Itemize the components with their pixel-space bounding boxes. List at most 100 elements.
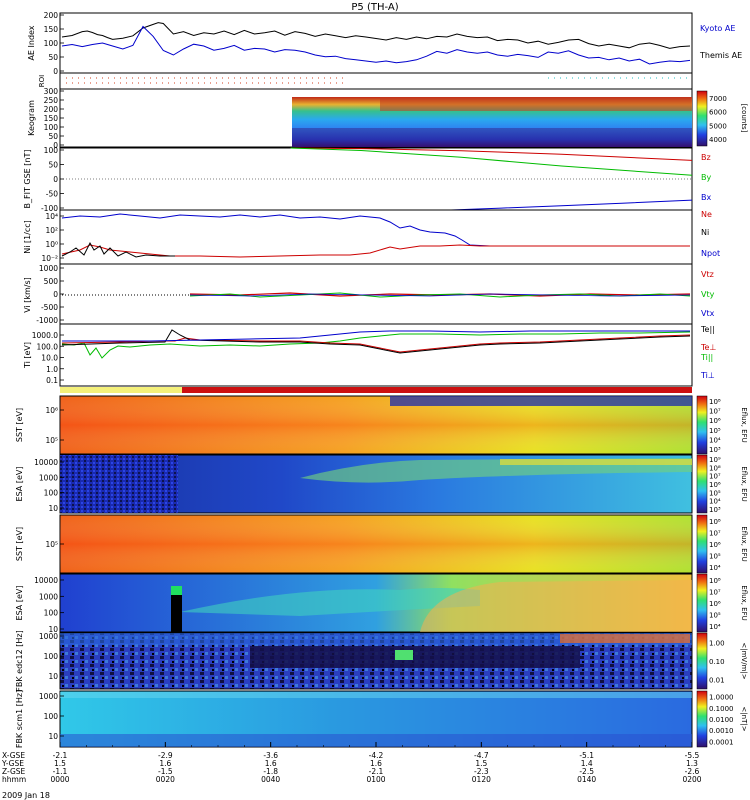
temperature-ylabel: Ti [eV] xyxy=(23,342,32,369)
esa-e-ylabel: ESA [eV] xyxy=(15,467,24,502)
x-row-value: -5.1 xyxy=(579,751,594,760)
colorbar-tick-label: 10⁴ xyxy=(709,564,721,572)
x-row-value: 0020 xyxy=(156,775,175,784)
colorbar-tick-label: 10⁶ xyxy=(709,417,721,425)
y-tick-label: 10⁻² xyxy=(41,254,58,263)
legend-npot: Npot xyxy=(701,249,720,258)
temp-te-perp-line xyxy=(61,334,691,353)
esa-i-yticks: 10000 1000 100 10 xyxy=(34,576,64,634)
colorbar-tick-label: 10³ xyxy=(709,446,721,454)
bfit-ylabel: B_FIT GSE [nT] xyxy=(23,150,32,209)
y-tick-label: 10 xyxy=(48,672,58,681)
legend-ti-para: Ti|| xyxy=(700,353,713,362)
sst-e-colorbar-label: Eflux, EFU xyxy=(740,407,748,442)
y-tick-label: 50 xyxy=(48,53,58,62)
legend-bx: Bx xyxy=(701,193,711,202)
sst-i-colorbar-ticks: 10⁸ 10⁷ 10⁶ 10⁵ 10⁴ xyxy=(709,518,721,572)
colorbar-tick-label: 10⁸ xyxy=(709,398,721,406)
sst-e-noise-top xyxy=(390,396,692,406)
y-tick-label: 10⁶ xyxy=(45,406,58,415)
y-tick-label: 0 xyxy=(53,67,58,76)
ae-series-kyoto-ae xyxy=(61,22,691,49)
ae-series-group xyxy=(61,22,691,65)
x-row-value: -5.5 xyxy=(685,751,700,760)
esa-i-ylabel: ESA [eV] xyxy=(15,586,24,621)
y-tick-label: 10 xyxy=(48,732,58,741)
panel-ae-index: 200 150 100 50 0 AE Index Kyoto AE Themis AE xyxy=(27,11,742,76)
esa-e-colorbar xyxy=(696,454,708,514)
fbk-b-light-band xyxy=(60,692,692,698)
y-tick-label: 100.0 xyxy=(37,342,59,351)
y-tick-label: 50 xyxy=(48,132,58,141)
temp-ti-para-line xyxy=(61,331,691,359)
date-label: 2009 Jan 18 xyxy=(2,791,50,800)
colorbar-tick-label: 10⁴ xyxy=(709,437,721,445)
panel-sst-ions: 10⁵ SST [eV] 10⁸ 10⁷ 10⁶ 10⁵ 10⁴ Eflux, EFU xyxy=(15,514,748,574)
y-tick-label: 100 xyxy=(44,146,59,155)
esa-i-green-patch xyxy=(171,586,182,595)
mode-bar-slow xyxy=(182,387,692,393)
colorbar-tick-label: 10⁴ xyxy=(709,498,721,506)
temperature-yticks: 1000.0 100.0 10.0 1.0 0.1 xyxy=(32,331,64,385)
x-row-value: 1.5 xyxy=(54,759,66,768)
ae-series-themis-ae xyxy=(61,25,691,65)
panel-density: 10⁴ 10² 10⁰ 10⁻² Ni [1/cc] Ne Ni Npot xyxy=(23,209,720,265)
legend-vty: Vty xyxy=(701,290,715,299)
x-row-label: Y-GSE xyxy=(1,759,24,768)
panel-roi: ROI xyxy=(38,72,693,90)
y-tick-label: 200 xyxy=(44,105,59,114)
sst-i-ylabel: SST [eV] xyxy=(15,527,24,561)
y-tick-label: 250 xyxy=(44,96,59,105)
x-row-value: -2.9 xyxy=(158,751,173,760)
y-tick-label: 10.0 xyxy=(41,354,58,363)
bfit-series-bx xyxy=(451,199,693,211)
roi-ylabel: ROI xyxy=(38,75,46,87)
legend-ni: Ni xyxy=(701,228,709,237)
bfit-series-bz xyxy=(290,147,693,161)
panel-velocity: 1000 500 0 -500 -1000 Vi [km/s] Vtz Vty Vtx xyxy=(23,263,715,325)
y-tick-label: 100 xyxy=(44,652,59,661)
x-row-label: Z-GSE xyxy=(2,767,26,776)
panel-frame xyxy=(59,72,693,90)
x-row-value: 1.6 xyxy=(265,759,277,768)
x-row-value: 0120 xyxy=(472,775,491,784)
bfit-series-group xyxy=(290,147,693,211)
y-tick-label: 100 xyxy=(44,489,59,498)
legend-vtz: Vtz xyxy=(701,270,714,279)
bfit-series-by xyxy=(290,147,693,176)
mode-bar xyxy=(60,387,692,393)
fbk-b-ylabel: FBK scm1 [Hz] xyxy=(15,690,24,748)
colorbar-tick-label: 5000 xyxy=(709,122,727,130)
x-row-value: 1.6 xyxy=(159,759,171,768)
y-tick-label: -50 xyxy=(46,190,58,199)
x-row-label: hhmm xyxy=(2,775,26,784)
legend-te-para: Te|| xyxy=(700,325,715,334)
y-tick-label: 50 xyxy=(48,161,58,170)
sst-i-colorbar-label: Eflux, EFU xyxy=(740,526,748,561)
colorbar-tick-label: 10⁷ xyxy=(709,473,721,481)
x-row-value: 0140 xyxy=(577,775,596,784)
y-tick-label: 10 xyxy=(48,625,58,634)
sst-e-ylabel: SST [eV] xyxy=(15,408,24,442)
density-npot-line xyxy=(61,241,175,258)
y-tick-label: 10⁴ xyxy=(45,212,58,221)
x-row-value: -2.6 xyxy=(685,767,700,776)
legend-bz: Bz xyxy=(701,153,711,162)
density-ylabel: Ni [1/cc] xyxy=(23,220,32,254)
y-tick-label: 100 xyxy=(44,123,59,132)
keogram-colorbar-ticks: 7000 6000 5000 4000 xyxy=(709,95,727,144)
y-tick-label: -1000 xyxy=(36,316,58,325)
esa-e-colorbar-label: Eflux, EFU xyxy=(740,466,748,501)
keogram-colorbar-label: [counts] xyxy=(740,104,748,133)
esa-e-noise xyxy=(60,455,178,513)
x-row-value: 1.4 xyxy=(581,759,593,768)
esa-i-green-arc xyxy=(180,588,480,616)
legend-by: By xyxy=(701,173,711,182)
x-row-value: 0200 xyxy=(682,775,701,784)
colorbar-tick-label: 0.0010 xyxy=(709,727,734,735)
colorbar-tick-label: 1.00 xyxy=(709,639,725,647)
x-row-label: X-GSE xyxy=(2,751,25,760)
velocity-vtx-line xyxy=(189,293,691,297)
colorbar-tick-label: 10⁴ xyxy=(709,623,721,631)
